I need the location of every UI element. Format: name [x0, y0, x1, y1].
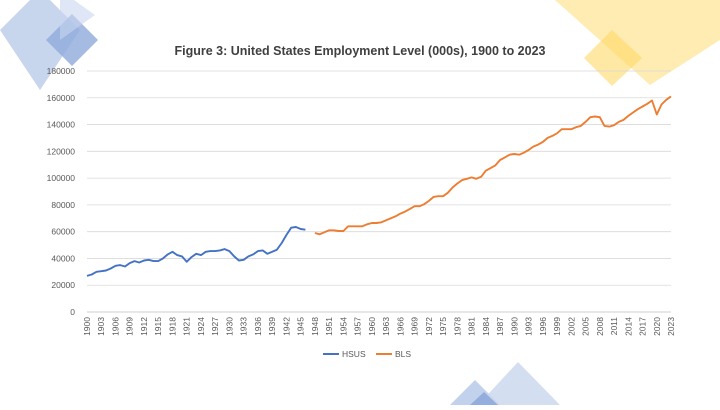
x-tick-label: 1993 [524, 317, 534, 336]
decorative-diamond-top-left [0, 0, 98, 90]
y-tick-label: 120000 [47, 146, 76, 156]
x-tick-label: 1900 [82, 317, 92, 336]
x-tick-label: 1903 [96, 317, 106, 336]
x-tick-label: 1999 [552, 317, 562, 336]
decorative-diamond-bottom [450, 362, 560, 405]
x-tick-label: 1966 [395, 317, 405, 336]
x-tick-label: 1978 [452, 317, 462, 336]
x-tick-label: 1936 [253, 317, 263, 336]
x-tick-label: 1927 [210, 317, 220, 336]
x-tick-label: 1918 [167, 317, 177, 336]
legend-label-bls: BLS [395, 349, 411, 359]
series-line-bls [314, 95, 672, 236]
legend-label-hsus: HSUS [342, 349, 366, 359]
y-tick-label: 60000 [51, 227, 75, 237]
y-tick-label: 40000 [51, 253, 75, 263]
chart-title: Figure 3: United States Employment Level… [174, 44, 546, 58]
x-tick-label: 1957 [353, 317, 363, 336]
x-tick-label: 2011 [609, 317, 619, 336]
x-tick-label: 1987 [495, 317, 505, 336]
y-tick-label: 140000 [47, 120, 76, 130]
y-tick-label: 100000 [47, 173, 76, 183]
y-tick-label: 80000 [51, 200, 75, 210]
x-tick-label: 1990 [509, 317, 519, 336]
x-tick-label: 1975 [438, 317, 448, 336]
x-tick-label: 1939 [267, 317, 277, 336]
x-tick-label: 2002 [566, 317, 576, 336]
x-tick-label: 1972 [424, 317, 434, 336]
x-tick-label: 1942 [281, 317, 291, 336]
x-tick-label: 2023 [666, 317, 676, 336]
x-tick-label: 1951 [324, 317, 334, 336]
x-tick-label: 1996 [538, 317, 548, 336]
decorative-diamond-top-right [555, 0, 720, 86]
y-tick-label: 20000 [51, 280, 75, 290]
line-chart: 0 20000 40000 60000 80000 100000 120000 140000 1… [47, 66, 676, 359]
y-tick-label: 160000 [47, 93, 76, 103]
x-tick-label: 1924 [196, 317, 206, 336]
x-tick-label: 1906 [110, 317, 120, 336]
x-tick-label: 1960 [367, 317, 377, 336]
x-tick-label: 1930 [224, 317, 234, 336]
x-tick-label: 1915 [153, 317, 163, 336]
x-tick-label: 2020 [652, 317, 662, 336]
x-tick-label: 1954 [338, 317, 348, 336]
x-tick-label: 1912 [139, 317, 149, 336]
x-tick-label: 1969 [410, 317, 420, 336]
x-tick-label: 2017 [638, 317, 648, 336]
series-line-hsus [86, 226, 306, 277]
x-tick-label: 2005 [581, 317, 591, 336]
y-tick-label: 180000 [47, 66, 76, 76]
x-tick-label: 1984 [481, 317, 491, 336]
y-tick-label: 0 [70, 307, 75, 317]
x-tick-label: 1909 [125, 317, 135, 336]
x-tick-label: 1948 [310, 317, 320, 336]
x-tick-label: 2014 [623, 317, 633, 336]
x-tick-label: 1963 [381, 317, 391, 336]
x-tick-label: 1933 [239, 317, 249, 336]
x-tick-label: 1945 [296, 317, 306, 336]
x-tick-label: 2008 [595, 317, 605, 336]
x-tick-label: 1981 [467, 317, 477, 336]
x-tick-label: 1921 [182, 317, 192, 336]
